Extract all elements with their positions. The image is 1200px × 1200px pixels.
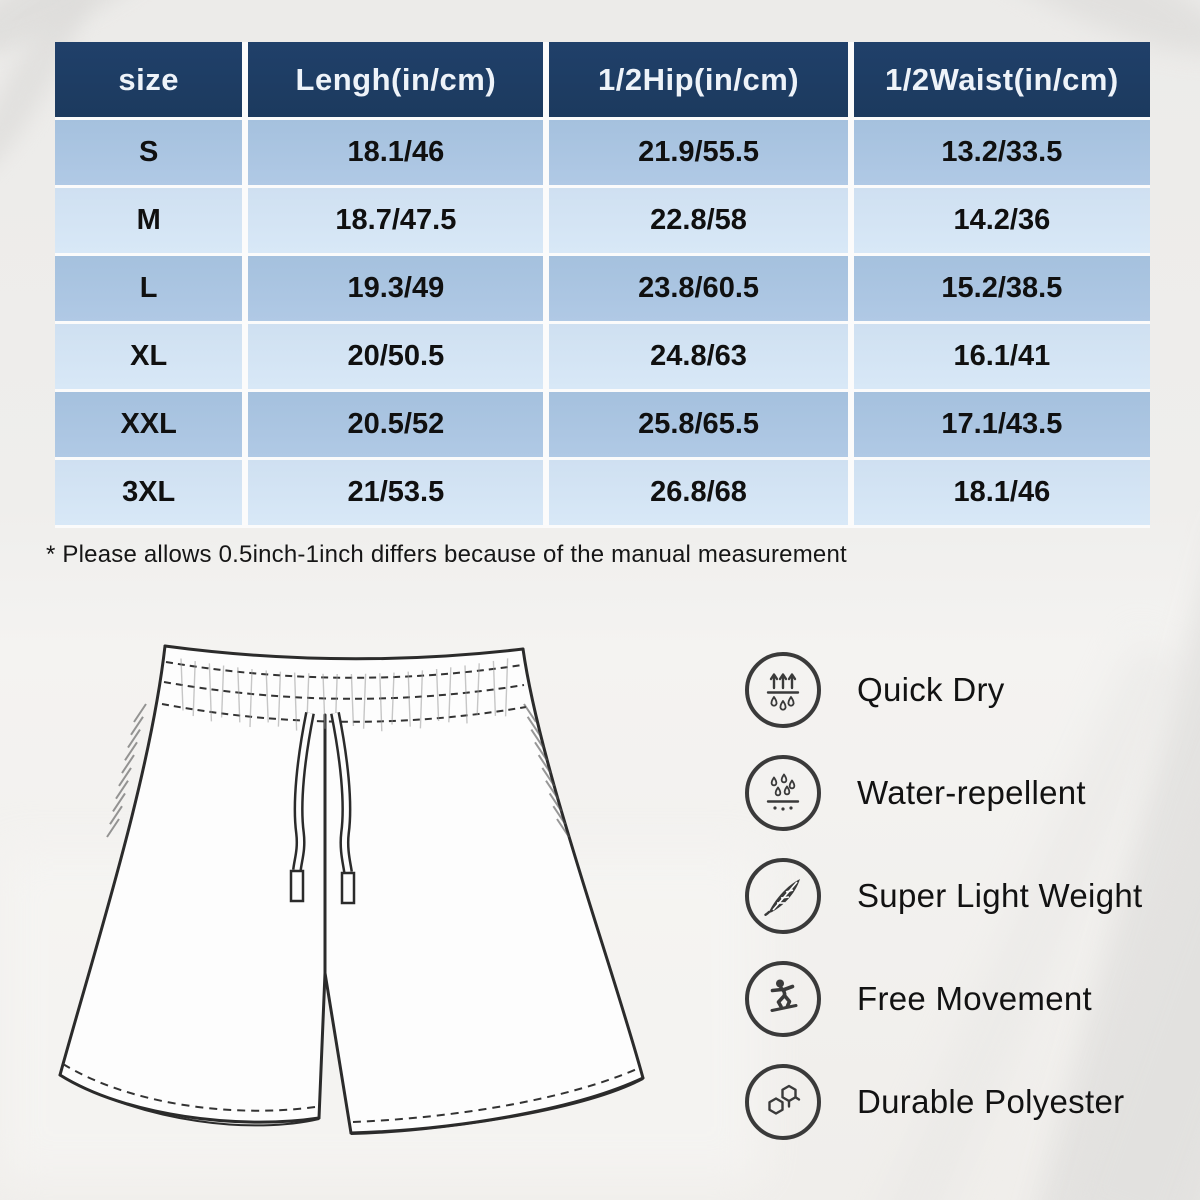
size-table-body: S 18.1/46 21.9/55.5 13.2/33.5 M 18.7/47.5 22.8… (55, 120, 1150, 528)
column-header: 1/2Waist(in/cm) (853, 42, 1150, 120)
size-cell: M (55, 188, 249, 256)
column-header: Lengh(in/cm) (248, 42, 550, 120)
measurement-cell: 25.8/65.5 (549, 392, 854, 460)
table-row: M 18.7/47.5 22.8/58 14.2/36 (55, 188, 1150, 256)
free-movement-icon (745, 961, 821, 1037)
shorts-line-drawing (58, 644, 645, 1135)
feature-label: Free Movement (857, 980, 1092, 1017)
measurement-cell: 18.1/46 (248, 120, 550, 188)
table-row: XL 20/50.5 24.8/63 16.1/41 (55, 324, 1150, 392)
measurement-cell: 20.5/52 (248, 392, 550, 460)
features-list: Quick Dry Water-repellent Super Light W (745, 652, 1185, 1167)
quick-dry-icon (745, 652, 821, 728)
table-row: 3XL 21/53.5 26.8/68 18.1/46 (55, 460, 1150, 528)
pocket-opening (106, 703, 147, 838)
measurement-cell: 20/50.5 (248, 324, 550, 392)
feature-label: Durable Polyester (857, 1083, 1125, 1120)
measurement-cell: 26.8/68 (549, 460, 854, 528)
table-row: S 18.1/46 21.9/55.5 13.2/33.5 (55, 120, 1150, 188)
feature-item: Quick Dry (745, 652, 1185, 728)
feature-item: Durable Polyester (745, 1064, 1185, 1140)
super-light-weight-icon (745, 858, 821, 934)
water-repellent-icon (745, 755, 821, 831)
measurement-cell: 23.8/60.5 (549, 256, 854, 324)
measurement-cell: 17.1/43.5 (853, 392, 1150, 460)
table-row: L 19.3/49 23.8/60.5 15.2/38.5 (55, 256, 1150, 324)
size-cell: S (55, 120, 249, 188)
size-table-header-row: size Lengh(in/cm) 1/2Hip(in/cm) 1/2Waist(in… (55, 42, 1150, 120)
measurement-cell: 16.1/41 (853, 324, 1150, 392)
size-cell: 3XL (55, 460, 249, 528)
measurement-cell: 24.8/63 (549, 324, 854, 392)
measurement-cell: 19.3/49 (248, 256, 550, 324)
size-table: size Lengh(in/cm) 1/2Hip(in/cm) 1/2Waist(in… (55, 42, 1150, 528)
size-cell: XXL (55, 392, 249, 460)
feature-item: Water-repellent (745, 755, 1185, 831)
pocket-opening (523, 703, 570, 838)
size-cell: L (55, 256, 249, 324)
drawstring (289, 712, 356, 905)
table-row: XXL 20.5/52 25.8/65.5 17.1/43.5 (55, 392, 1150, 460)
column-header: 1/2Hip(in/cm) (549, 42, 854, 120)
measurement-cell: 13.2/33.5 (853, 120, 1150, 188)
measurement-cell: 22.8/58 (549, 188, 854, 256)
feature-item: Super Light Weight (745, 858, 1185, 934)
measurement-cell: 18.7/47.5 (248, 188, 550, 256)
measurement-cell: 21/53.5 (248, 460, 550, 528)
measurement-note: * Please allows 0.5inch-1inch differs be… (46, 541, 847, 568)
durable-polyester-icon (745, 1064, 821, 1140)
feature-label: Water-repellent (857, 774, 1086, 811)
measurement-cell: 18.1/46 (853, 460, 1150, 528)
feature-label: Quick Dry (857, 671, 1005, 708)
measurement-cell: 21.9/55.5 (549, 120, 854, 188)
size-cell: XL (55, 324, 249, 392)
column-header: size (55, 42, 249, 120)
feature-item: Free Movement (745, 961, 1185, 1037)
measurement-cell: 14.2/36 (853, 188, 1150, 256)
feature-label: Super Light Weight (857, 877, 1143, 914)
measurement-cell: 15.2/38.5 (853, 256, 1150, 324)
